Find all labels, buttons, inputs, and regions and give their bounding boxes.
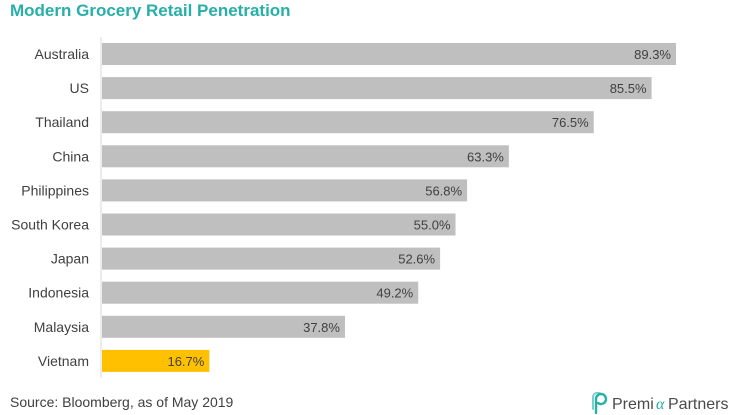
data-label: 56.8% — [425, 183, 462, 198]
category-label: Thailand — [35, 114, 89, 130]
category-label: Philippines — [21, 182, 89, 198]
data-label: 85.5% — [610, 81, 647, 96]
brand-wordmark: Premi α Partners — [612, 396, 728, 413]
data-label: 49.2% — [376, 286, 413, 301]
data-label: 63.3% — [467, 149, 504, 164]
svg-text:Partners: Partners — [668, 396, 728, 413]
source-note: Source: Bloomberg, as of May 2019 — [10, 394, 234, 410]
premia-partners-logo-icon — [592, 392, 608, 414]
svg-text:Premi: Premi — [612, 396, 654, 413]
data-label: 16.7% — [167, 354, 204, 369]
svg-text:α: α — [656, 396, 665, 413]
bar-us — [102, 77, 652, 100]
bar-malaysia — [102, 315, 345, 338]
category-label: Malaysia — [34, 319, 89, 335]
category-label: Japan — [51, 251, 89, 267]
chart-title: Modern Grocery Retail Penetration — [10, 1, 291, 20]
category-label: China — [52, 148, 89, 164]
category-label: South Korea — [11, 217, 89, 233]
bar-australia — [102, 43, 676, 65]
brand-logo: Premi α Partners — [590, 392, 742, 414]
bar-china — [102, 145, 509, 168]
bar-indonesia — [102, 281, 419, 304]
data-label: 37.8% — [303, 320, 340, 335]
data-label: 89.3% — [634, 47, 671, 62]
data-label: 55.0% — [414, 218, 451, 233]
category-label: Indonesia — [28, 285, 89, 301]
bars-layer: Australia 89.3% US 85.5% Thailand 76.5% China 6… — [11, 43, 676, 372]
bar-japan — [102, 247, 441, 270]
data-label: 76.5% — [552, 115, 589, 130]
category-label: Australia — [35, 46, 90, 62]
category-label: US — [70, 80, 89, 96]
category-label: Vietnam — [38, 353, 89, 369]
bar-south-korea — [102, 213, 456, 236]
data-label: 52.6% — [398, 252, 435, 267]
bar-vietnam — [102, 349, 210, 372]
bar-philippines — [102, 179, 468, 202]
bar-thailand — [102, 111, 594, 134]
